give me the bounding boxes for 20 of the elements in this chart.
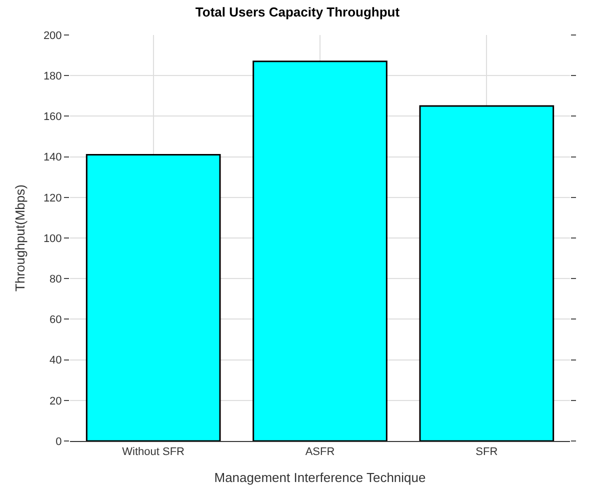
y-tick-label: 20 — [50, 395, 62, 408]
y-tick-label: 80 — [50, 273, 62, 286]
y-tick-label: 140 — [43, 152, 62, 164]
x-tick-label: SFR — [476, 446, 498, 458]
bar — [419, 105, 554, 441]
x-axis-title: Management Interference Technique — [214, 470, 426, 485]
bar — [86, 154, 221, 441]
chart-title: Total Users Capacity Throughput — [195, 4, 400, 20]
y-tick-label: 200 — [43, 30, 62, 42]
y-tick-label: 40 — [50, 354, 62, 367]
y-tick-label: 60 — [50, 314, 62, 326]
x-tick-label: ASFR — [305, 446, 335, 458]
bar — [252, 60, 388, 441]
y-tick-label: 160 — [43, 111, 62, 124]
y-tick-label: 180 — [43, 70, 62, 82]
y-axis-title: Throughput(Mbps) — [12, 184, 28, 292]
y-tick-label: 120 — [43, 192, 62, 204]
y-tick-label: 100 — [43, 232, 62, 245]
x-tick-label: Without SFR — [122, 446, 185, 458]
y-tick-label: 0 — [56, 436, 62, 448]
